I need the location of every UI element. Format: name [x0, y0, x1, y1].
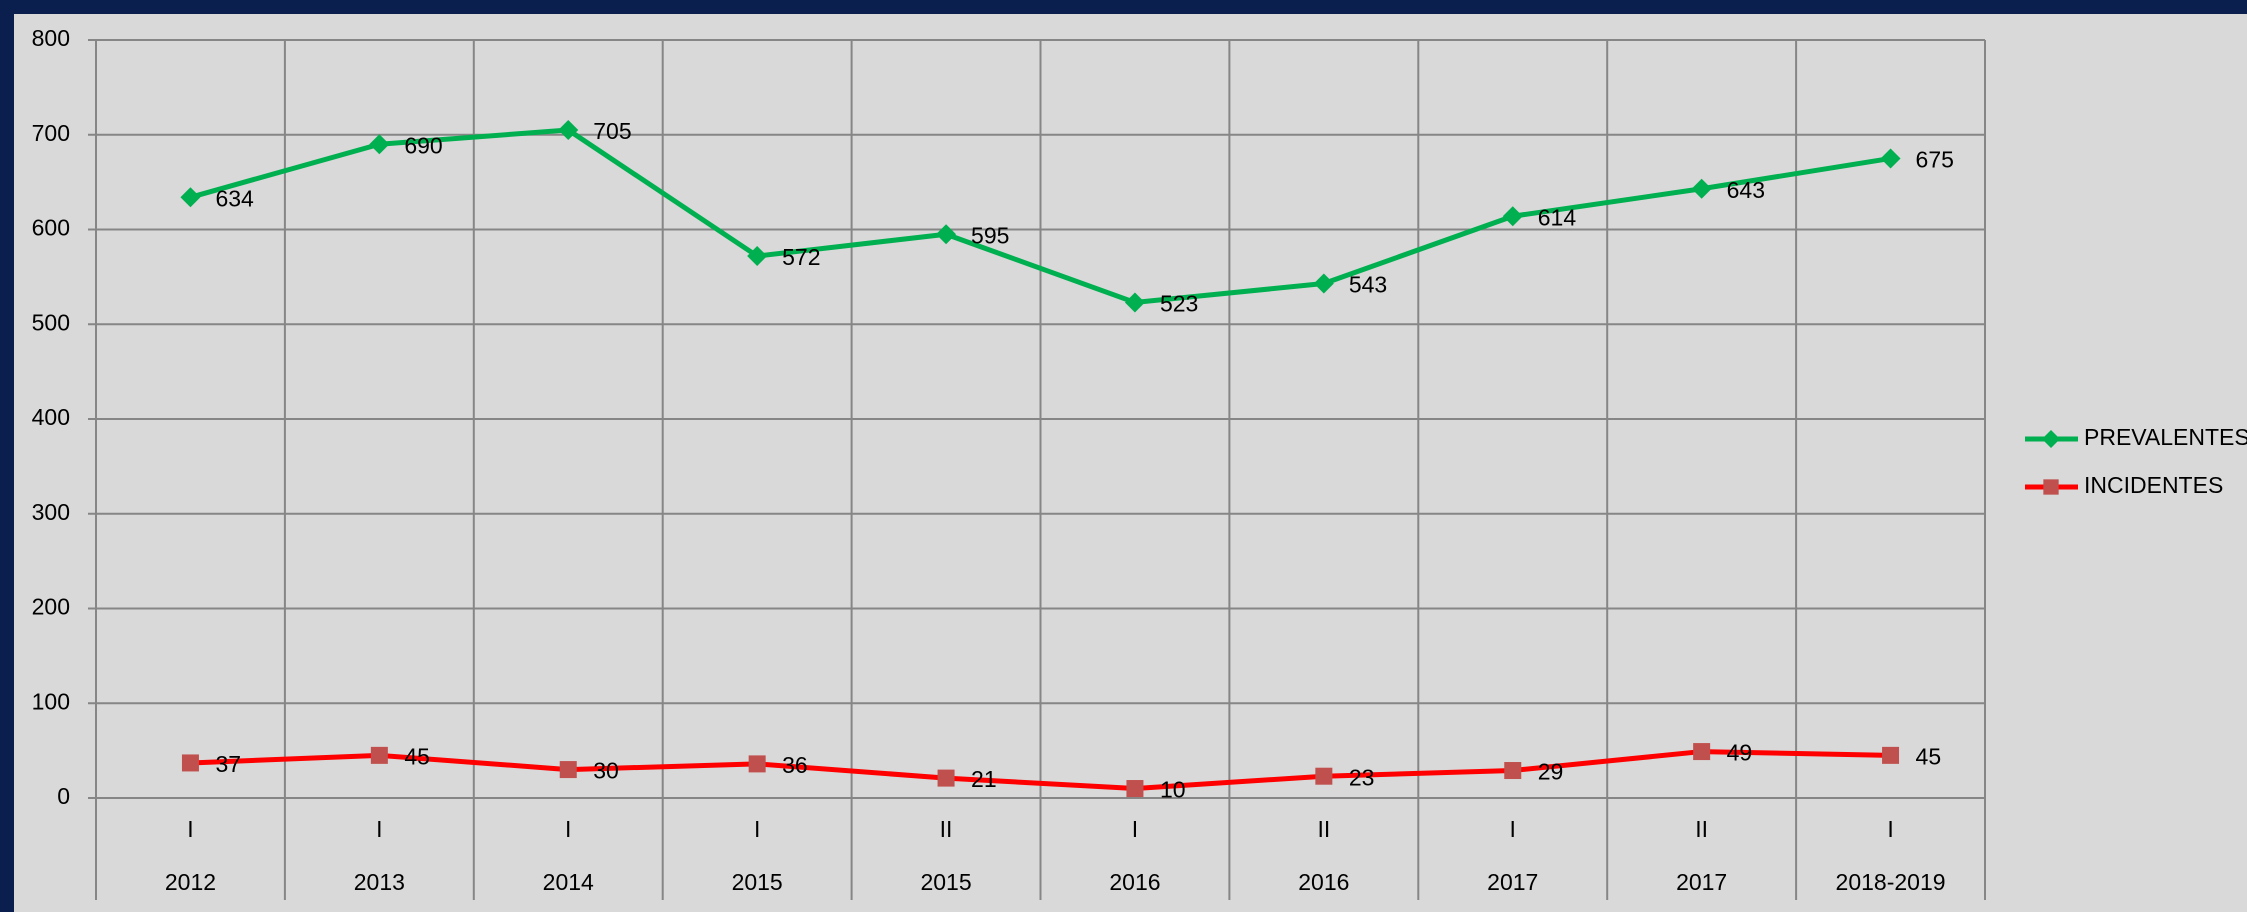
- data-label: 595: [971, 222, 1009, 248]
- series-line: [189, 127, 1891, 305]
- legend-marker: [2043, 479, 2059, 495]
- data-point: [369, 134, 390, 155]
- x-group-label: 2014: [543, 869, 594, 895]
- data-point: [1315, 767, 1333, 785]
- data-label: 643: [1727, 177, 1765, 203]
- data-label: 705: [593, 118, 631, 144]
- x-tick-label: I: [187, 816, 193, 842]
- data-label: 543: [1349, 272, 1387, 298]
- x-group-label: 2013: [354, 869, 405, 895]
- data-label: 29: [1538, 759, 1564, 785]
- data-point: [1313, 273, 1334, 294]
- y-tick-label: 600: [32, 215, 70, 241]
- x-tick-label: I: [1887, 816, 1893, 842]
- y-tick-label: 0: [57, 783, 70, 809]
- data-label: 634: [215, 185, 254, 211]
- data-point: [1126, 780, 1144, 798]
- y-tick-label: 700: [32, 120, 70, 146]
- data-point: [1502, 206, 1523, 227]
- y-tick-label: 100: [32, 688, 70, 714]
- x-tick-label: II: [940, 816, 953, 842]
- data-label: 30: [593, 758, 619, 784]
- x-group-label: 2016: [1109, 869, 1160, 895]
- x-group-label: 2012: [165, 869, 216, 895]
- data-point: [558, 120, 579, 141]
- data-point: [370, 746, 388, 764]
- data-point: [747, 246, 768, 267]
- data-label: 23: [1349, 764, 1375, 790]
- y-tick-label: 300: [32, 499, 70, 525]
- x-group-label: 2015: [920, 869, 971, 895]
- y-tick-label: 500: [32, 309, 70, 335]
- y-tick-label: 200: [32, 594, 70, 620]
- x-tick-label: II: [1695, 816, 1708, 842]
- data-label: 21: [971, 766, 997, 792]
- y-tick-label: 800: [32, 25, 70, 51]
- data-point: [181, 754, 199, 772]
- x-group-label: 2016: [1298, 869, 1349, 895]
- x-tick-label: I: [1510, 816, 1516, 842]
- legend-label: PREVALENTES: [2084, 424, 2247, 450]
- frame-left: [0, 0, 14, 912]
- x-tick-label: I: [754, 816, 760, 842]
- x-group-label: 2017: [1676, 869, 1727, 895]
- x-group-label: 2017: [1487, 869, 1538, 895]
- data-label: 49: [1727, 740, 1753, 766]
- data-label: 690: [404, 132, 442, 158]
- data-point: [1880, 148, 1901, 169]
- x-tick-label: I: [376, 816, 382, 842]
- legend-label: INCIDENTES: [2084, 472, 2223, 498]
- data-label: 572: [782, 244, 820, 270]
- data-point: [180, 187, 201, 208]
- x-tick-label: II: [1317, 816, 1330, 842]
- y-tick-label: 400: [32, 404, 70, 430]
- data-point: [1693, 743, 1711, 761]
- data-point: [936, 224, 957, 245]
- data-label: 45: [404, 743, 430, 769]
- data-label: 45: [1916, 743, 1942, 769]
- legend-marker: [2042, 430, 2060, 448]
- data-label: 614: [1538, 204, 1577, 230]
- x-tick-label: I: [565, 816, 571, 842]
- data-label: 10: [1160, 777, 1186, 803]
- x-group-label: 2018-2019: [1836, 869, 1946, 895]
- data-label: 523: [1160, 291, 1198, 317]
- data-point: [1691, 178, 1712, 199]
- data-point: [1504, 762, 1522, 780]
- data-point: [748, 755, 766, 773]
- series-line: [190, 749, 1891, 792]
- data-label: 37: [215, 751, 241, 777]
- data-point: [559, 761, 577, 779]
- x-group-label: 2015: [732, 869, 783, 895]
- data-point: [937, 769, 955, 787]
- data-point: [1124, 292, 1145, 313]
- data-label: 675: [1916, 147, 1954, 173]
- x-tick-label: I: [1132, 816, 1138, 842]
- data-label: 36: [782, 752, 808, 778]
- frame-top: [0, 0, 2247, 14]
- data-point: [1882, 746, 1900, 764]
